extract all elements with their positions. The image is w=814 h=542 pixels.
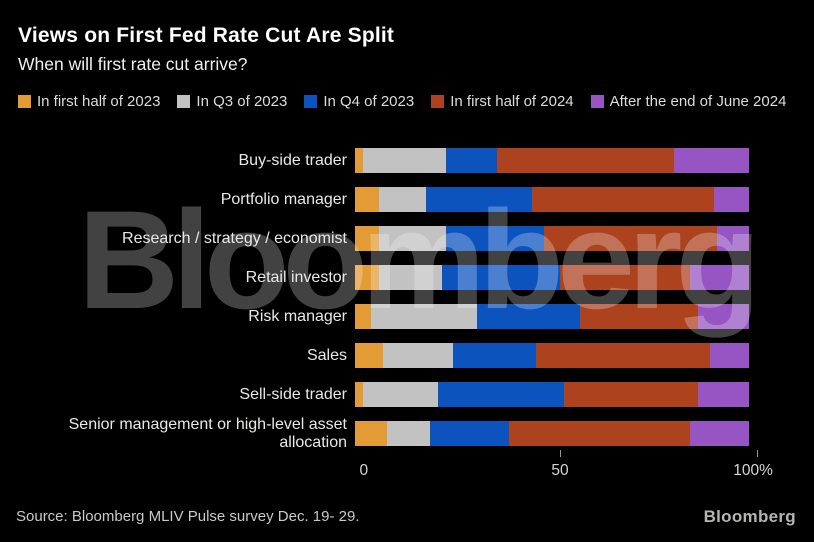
axis-label-0: 0 — [359, 462, 369, 479]
legend-swatch-icon — [18, 95, 31, 108]
category-label: Buy-side trader — [238, 151, 348, 169]
bar-segment — [362, 382, 438, 407]
bar-segment — [674, 148, 749, 173]
stacked-bar — [355, 343, 749, 368]
axis-tick-50 — [560, 450, 561, 457]
axis-tick-100 — [757, 450, 758, 457]
bar-segment — [579, 304, 698, 329]
chart-row: Portfolio manager — [0, 180, 814, 219]
bar-segment — [717, 226, 749, 251]
bar-segment — [559, 265, 690, 290]
legend-label: In Q4 of 2023 — [323, 93, 415, 110]
category-label: Senior management or high-level asset al… — [68, 415, 347, 451]
stacked-bar — [355, 226, 749, 251]
bar-segment — [709, 343, 749, 368]
bar-segment — [382, 343, 454, 368]
bar-segment — [544, 226, 718, 251]
legend-label: In first half of 2024 — [450, 93, 574, 110]
axis-label-50: 50 — [551, 462, 569, 479]
chart-row: Research / strategy / economist — [0, 219, 814, 258]
bar-segment — [453, 343, 537, 368]
bar-segment — [425, 187, 533, 212]
bar-segment — [355, 187, 379, 212]
axis-label-100: 100% — [733, 462, 773, 479]
bar-segment — [441, 265, 560, 290]
source-note: Source: Bloomberg MLIV Pulse survey Dec.… — [16, 508, 360, 525]
bar-segment — [689, 265, 749, 290]
bar-segment — [697, 382, 749, 407]
bar-segment — [563, 382, 698, 407]
legend: In first half of 2023 In Q3 of 2023 In Q4 … — [18, 93, 800, 110]
bar-segment — [532, 187, 714, 212]
bar-segment — [355, 382, 363, 407]
legend-item: In first half of 2023 — [18, 93, 160, 110]
legend-swatch-icon — [304, 95, 318, 108]
bar-segment — [370, 304, 478, 329]
bar-segment — [445, 148, 497, 173]
chart-row: Retail investor — [0, 258, 814, 297]
chart-row: Sales — [0, 336, 814, 375]
stacked-bar-chart: Buy-side trader Portfolio manager Research… — [0, 141, 814, 453]
bloomberg-logo: Bloomberg — [703, 507, 796, 526]
bar-segment — [355, 304, 371, 329]
bar-segment — [355, 421, 387, 446]
page-subtitle: When will first rate cut arrive? — [18, 54, 248, 74]
bar-segment — [713, 187, 749, 212]
bar-segment — [355, 226, 379, 251]
legend-swatch-icon — [177, 95, 191, 108]
bar-segment — [437, 382, 564, 407]
legend-item: In Q3 of 2023 — [177, 93, 287, 110]
stacked-bar — [355, 148, 749, 173]
bar-segment — [477, 304, 580, 329]
bar-segment — [362, 148, 446, 173]
legend-swatch-icon — [431, 95, 445, 108]
bar-segment — [689, 421, 749, 446]
category-label: Retail investor — [245, 268, 347, 286]
chart-row: Risk manager — [0, 297, 814, 336]
category-label: Sell-side trader — [239, 385, 347, 403]
bar-segment — [386, 421, 430, 446]
bar-segment — [496, 148, 675, 173]
chart-row: Senior management or high-level asset al… — [0, 414, 814, 453]
legend-label: In Q3 of 2023 — [196, 93, 288, 110]
legend-item: In first half of 2024 — [431, 93, 574, 110]
category-label: Research / strategy / economist — [122, 229, 347, 247]
stacked-bar — [355, 382, 749, 407]
chart-row: Sell-side trader — [0, 375, 814, 414]
category-label: Sales — [306, 346, 347, 364]
category-label: Portfolio manager — [220, 190, 347, 208]
bar-segment — [355, 265, 379, 290]
legend-label: After the end of June 2024 — [609, 93, 787, 110]
bar-segment — [355, 148, 363, 173]
bar-segment — [378, 226, 446, 251]
legend-item: In Q4 of 2023 — [304, 93, 414, 110]
bar-segment — [429, 421, 509, 446]
legend-swatch-icon — [590, 95, 604, 108]
x-axis: 0 50 100% — [359, 450, 773, 488]
legend-item: After the end of June 2024 — [590, 93, 787, 110]
bar-segment — [378, 187, 426, 212]
category-label: Risk manager — [248, 307, 347, 325]
stacked-bar — [355, 421, 749, 446]
stacked-bar — [355, 265, 749, 290]
legend-label: In first half of 2023 — [37, 93, 161, 110]
bar-segment — [378, 265, 442, 290]
bar-segment — [697, 304, 749, 329]
bar-segment — [536, 343, 710, 368]
page-title: Views on First Fed Rate Cut Are Split — [18, 24, 395, 47]
stacked-bar — [355, 187, 749, 212]
bar-segment — [355, 343, 383, 368]
stacked-bar — [355, 304, 749, 329]
chart-row: Buy-side trader — [0, 141, 814, 180]
bar-segment — [445, 226, 545, 251]
bar-segment — [508, 421, 690, 446]
